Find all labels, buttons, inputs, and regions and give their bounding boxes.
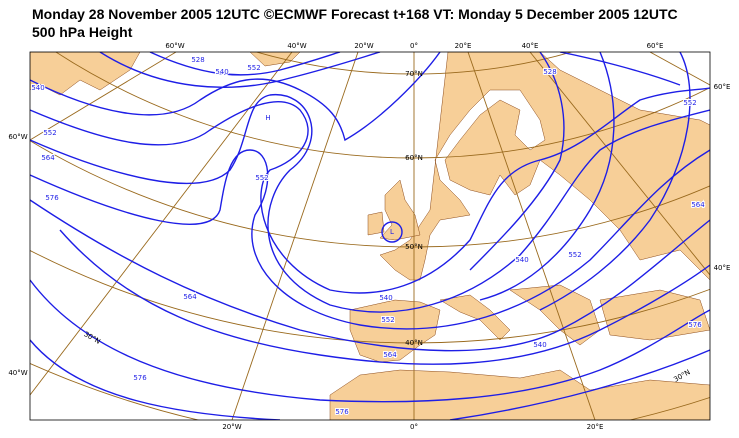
land (30, 52, 710, 420)
contour-label: 552 (568, 251, 581, 259)
graticule-label: 60°W (8, 133, 27, 141)
graticule-label: 30°N (82, 330, 101, 346)
contour-label: 576 (133, 374, 147, 382)
graticule-label: 40°E (714, 264, 731, 272)
map-frame (29, 51, 711, 421)
contour-label: 576 (688, 321, 702, 329)
contour-label: 564 (183, 293, 197, 301)
graticule-label: 20°E (587, 423, 604, 431)
graticule-label: 0° (410, 423, 418, 431)
graticule-label: 0° (410, 42, 418, 50)
contour-label: 576 (45, 194, 59, 202)
graticule-label: 40°N (405, 339, 423, 347)
graticule-label: 60°N (405, 154, 423, 162)
subtitle: 500 hPa Height (32, 24, 133, 40)
contour-label: 540 (31, 84, 44, 92)
graticule-label: 40°W (287, 42, 306, 50)
graticule-label: 20°W (354, 42, 373, 50)
title: Monday 28 November 2005 12UTC ©ECMWF For… (32, 6, 678, 22)
contour-label: 564 (383, 351, 397, 359)
labels: 60°W 40°W 20°W 0° 20°E 40°E 60°E 20°W 0° 20°E 60°W… (8, 42, 730, 431)
contour-label: 576 (335, 408, 349, 416)
graticule-label: 30°N (672, 368, 691, 384)
contour-label: 552 (43, 129, 56, 137)
graticule-label: 50°N (405, 243, 423, 251)
contour-label: 552 (683, 99, 696, 107)
contour-label: 564 (691, 201, 705, 209)
graticule-label: 40°E (522, 42, 539, 50)
contour-label: 552 (381, 316, 394, 324)
graticule-label: 60°E (647, 42, 664, 50)
contour-label: 552 (255, 174, 268, 182)
contour-label: 540 (215, 68, 228, 76)
graticule-label: 40°W (8, 369, 27, 377)
graticule-label: 20°E (455, 42, 472, 50)
contours (30, 52, 710, 420)
graticule-label: 60°W (165, 42, 184, 50)
pressure-center: H (265, 114, 270, 122)
contour-label: 528 (543, 68, 556, 76)
contour-label: 540 (533, 341, 546, 349)
pressure-center: L (390, 228, 394, 236)
graticule-label: 20°W (222, 423, 241, 431)
graticule-label: 70°N (405, 70, 423, 78)
contour-label: 540 (515, 256, 528, 264)
contour-label: 528 (191, 56, 204, 64)
contour-label: 552 (247, 64, 260, 72)
contour-label: 540 (379, 294, 392, 302)
contour-label: 564 (41, 154, 55, 162)
graticule-label: 60°E (714, 83, 731, 91)
